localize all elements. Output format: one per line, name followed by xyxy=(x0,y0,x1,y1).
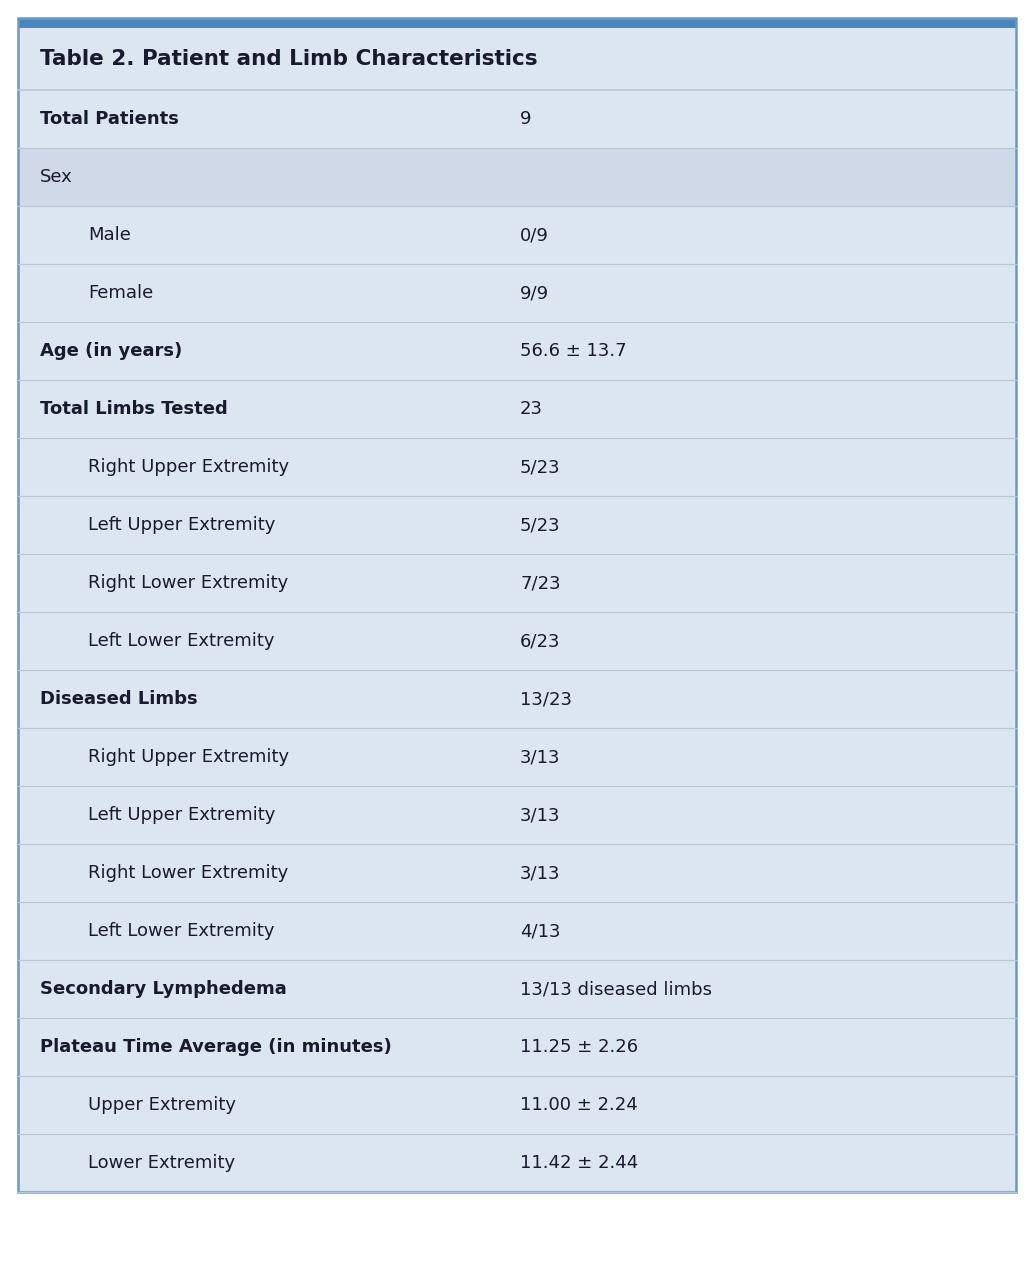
Bar xyxy=(18,786,1016,844)
Text: Plateau Time Average (in minutes): Plateau Time Average (in minutes) xyxy=(40,1037,392,1055)
Text: 6/23: 6/23 xyxy=(520,632,560,650)
Bar xyxy=(18,148,1016,205)
Text: 4/13: 4/13 xyxy=(520,922,560,940)
Text: 7/23: 7/23 xyxy=(520,574,560,592)
Text: 5/23: 5/23 xyxy=(520,458,560,476)
Bar xyxy=(18,1134,1016,1192)
Bar xyxy=(18,1076,1016,1134)
Text: Left Upper Extremity: Left Upper Extremity xyxy=(88,806,275,824)
Text: Right Upper Extremity: Right Upper Extremity xyxy=(88,749,290,767)
Bar xyxy=(18,380,1016,438)
Text: 5/23: 5/23 xyxy=(520,516,560,534)
Text: Upper Extremity: Upper Extremity xyxy=(88,1097,236,1115)
Bar xyxy=(18,728,1016,786)
Bar xyxy=(18,844,1016,901)
Text: 3/13: 3/13 xyxy=(520,749,560,767)
Text: 9/9: 9/9 xyxy=(520,284,549,302)
Text: Total Limbs Tested: Total Limbs Tested xyxy=(40,401,227,419)
Text: Left Upper Extremity: Left Upper Extremity xyxy=(88,516,275,534)
Bar xyxy=(18,1018,1016,1076)
Bar xyxy=(18,28,1016,90)
Bar xyxy=(18,670,1016,728)
Text: Right Lower Extremity: Right Lower Extremity xyxy=(88,574,288,592)
Text: Table 2. Patient and Limb Characteristics: Table 2. Patient and Limb Characteristic… xyxy=(40,49,538,69)
Bar xyxy=(18,18,1016,28)
Text: 3/13: 3/13 xyxy=(520,806,560,824)
Text: 3/13: 3/13 xyxy=(520,864,560,882)
Text: 23: 23 xyxy=(520,401,543,419)
Text: 56.6 ± 13.7: 56.6 ± 13.7 xyxy=(520,342,627,360)
Bar xyxy=(18,322,1016,380)
Bar xyxy=(18,960,1016,1018)
Text: Secondary Lymphedema: Secondary Lymphedema xyxy=(40,980,286,998)
Text: 13/23: 13/23 xyxy=(520,690,572,707)
Text: Diseased Limbs: Diseased Limbs xyxy=(40,690,197,707)
Text: Sex: Sex xyxy=(40,168,72,186)
Bar xyxy=(18,438,1016,496)
Bar xyxy=(18,612,1016,670)
Text: 13/13 diseased limbs: 13/13 diseased limbs xyxy=(520,980,712,998)
Text: 11.25 ± 2.26: 11.25 ± 2.26 xyxy=(520,1037,638,1055)
Text: 0/9: 0/9 xyxy=(520,226,549,244)
Text: Male: Male xyxy=(88,226,131,244)
Bar xyxy=(18,205,1016,265)
Text: Right Lower Extremity: Right Lower Extremity xyxy=(88,864,288,882)
Text: Left Lower Extremity: Left Lower Extremity xyxy=(88,632,274,650)
Bar xyxy=(18,90,1016,148)
Text: 9: 9 xyxy=(520,110,531,128)
Bar xyxy=(18,496,1016,553)
Bar xyxy=(18,901,1016,960)
Text: 11.00 ± 2.24: 11.00 ± 2.24 xyxy=(520,1097,638,1115)
Text: Left Lower Extremity: Left Lower Extremity xyxy=(88,922,274,940)
Text: Age (in years): Age (in years) xyxy=(40,342,182,360)
Text: Female: Female xyxy=(88,284,153,302)
Text: Lower Extremity: Lower Extremity xyxy=(88,1154,235,1172)
Bar xyxy=(18,553,1016,612)
Bar xyxy=(18,265,1016,322)
Text: Total Patients: Total Patients xyxy=(40,110,179,128)
Text: 11.42 ± 2.44: 11.42 ± 2.44 xyxy=(520,1154,638,1172)
Text: Right Upper Extremity: Right Upper Extremity xyxy=(88,458,290,476)
